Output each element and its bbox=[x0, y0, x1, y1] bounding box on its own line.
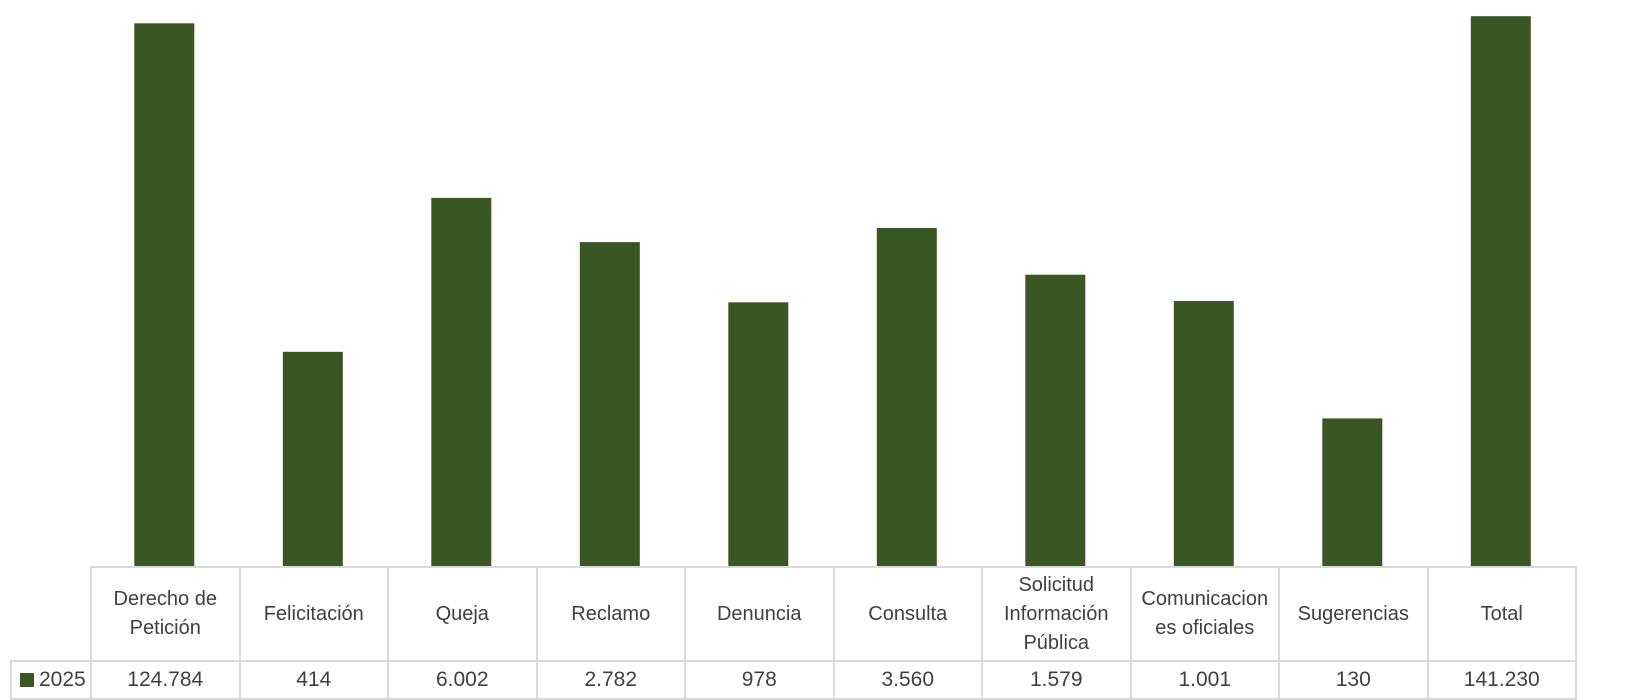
bar-9 bbox=[1322, 418, 1383, 566]
category-label: Sugerencias bbox=[1297, 602, 1409, 625]
value-cell-10: 141.230 bbox=[1426, 660, 1577, 700]
category-cell-1: Derecho de Petición bbox=[90, 566, 241, 662]
bar-10 bbox=[1470, 16, 1531, 566]
blank-corner-cell bbox=[11, 567, 92, 662]
value-cell-6: 3.560 bbox=[832, 660, 983, 700]
category-label: Derecho de Petición bbox=[113, 588, 217, 639]
category-label: Comunicacion es oficiales bbox=[1141, 588, 1269, 639]
bar-1 bbox=[134, 23, 195, 566]
value-row: 2025 124.784 414 6.002 2.782 978 3.560 1.579 1.… bbox=[10, 660, 1577, 700]
category-cell-7: Solicitud Información Pública bbox=[981, 566, 1132, 662]
series-legend-cell: 2025 bbox=[10, 660, 92, 700]
bar-8 bbox=[1173, 301, 1234, 566]
data-table: Derecho de Petición Felicitación Queja Recla… bbox=[10, 566, 1577, 700]
category-label: Total bbox=[1480, 602, 1523, 625]
category-label: Reclamo bbox=[571, 602, 651, 625]
category-cell-10: Total bbox=[1426, 566, 1577, 662]
category-cell-5: Denuncia bbox=[684, 566, 835, 662]
bar-6 bbox=[876, 228, 937, 566]
bar-2 bbox=[282, 351, 343, 566]
category-label: Queja bbox=[435, 602, 489, 625]
bar-chart bbox=[134, 16, 1531, 566]
value-cell-2: 414 bbox=[238, 660, 389, 700]
category-label: Denuncia bbox=[716, 602, 802, 625]
bar-5 bbox=[728, 302, 789, 566]
value-cell-3: 6.002 bbox=[387, 660, 538, 700]
bar-3 bbox=[431, 197, 492, 566]
bar-4 bbox=[579, 242, 640, 566]
value-cell-8: 1.001 bbox=[1129, 660, 1280, 700]
category-cell-9: Sugerencias bbox=[1278, 566, 1429, 662]
value-cell-1: 124.784 bbox=[90, 660, 241, 700]
value-cell-9: 130 bbox=[1278, 660, 1429, 700]
series-name: 2025 bbox=[39, 668, 86, 691]
category-cell-6: Consulta bbox=[832, 566, 983, 662]
category-label: Felicitación bbox=[263, 602, 364, 625]
category-cell-3: Queja bbox=[387, 566, 538, 662]
category-cell-8: Comunicacion es oficiales bbox=[1129, 566, 1280, 662]
category-cell-4: Reclamo bbox=[535, 566, 686, 662]
category-label: Consulta bbox=[868, 602, 948, 625]
bar-7 bbox=[1025, 274, 1086, 566]
category-label: Solicitud Información Pública bbox=[1004, 573, 1109, 654]
category-row: Derecho de Petición Felicitación Queja Recla… bbox=[11, 566, 1577, 662]
value-cell-5: 978 bbox=[684, 660, 835, 700]
category-cell-2: Felicitación bbox=[238, 566, 389, 662]
value-cell-7: 1.579 bbox=[981, 660, 1132, 700]
series-swatch bbox=[20, 673, 34, 687]
value-cell-4: 2.782 bbox=[535, 660, 686, 700]
